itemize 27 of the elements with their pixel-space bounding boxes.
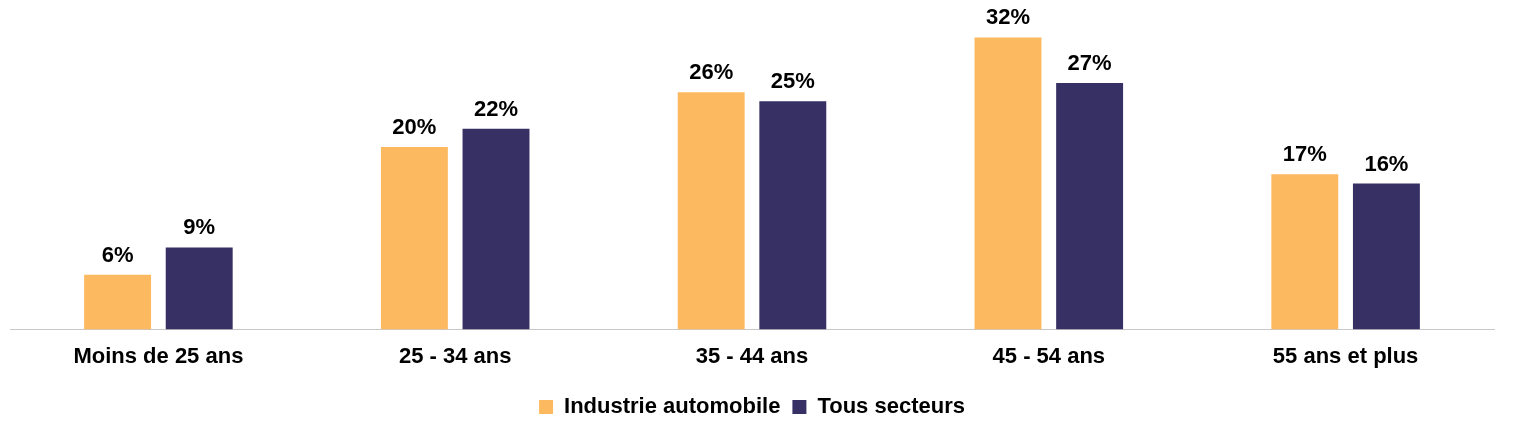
x-tick-label: 55 ans et plus [1272,342,1419,368]
bar [974,37,1042,330]
data-label: 27% [1067,50,1112,76]
bar [165,247,233,330]
data-label: 20% [392,114,437,140]
bar [1271,174,1339,330]
data-label: 9% [183,214,216,240]
x-tick-label: 45 - 54 ans [992,342,1106,368]
data-label: 22% [473,95,519,121]
bar [759,101,827,330]
x-tick-label: 35 - 44 ans [695,342,809,368]
x-tick-label: Moins de 25 ans [73,342,244,368]
bar [462,128,530,330]
x-tick-label: 25 - 34 ans [398,342,512,368]
legend-label: Industrie automobile [564,393,781,419]
data-label: 17% [1282,141,1327,167]
bar [380,146,448,330]
data-label: 6% [101,241,134,267]
bar [1352,183,1420,330]
bar [84,274,152,330]
legend-label: Tous secteurs [817,393,965,419]
bar [1056,83,1124,330]
bar [677,92,745,330]
data-label: 26% [689,59,734,85]
data-label: 25% [770,68,815,94]
data-label: 16% [1364,150,1409,176]
data-label: 32% [985,4,1031,30]
